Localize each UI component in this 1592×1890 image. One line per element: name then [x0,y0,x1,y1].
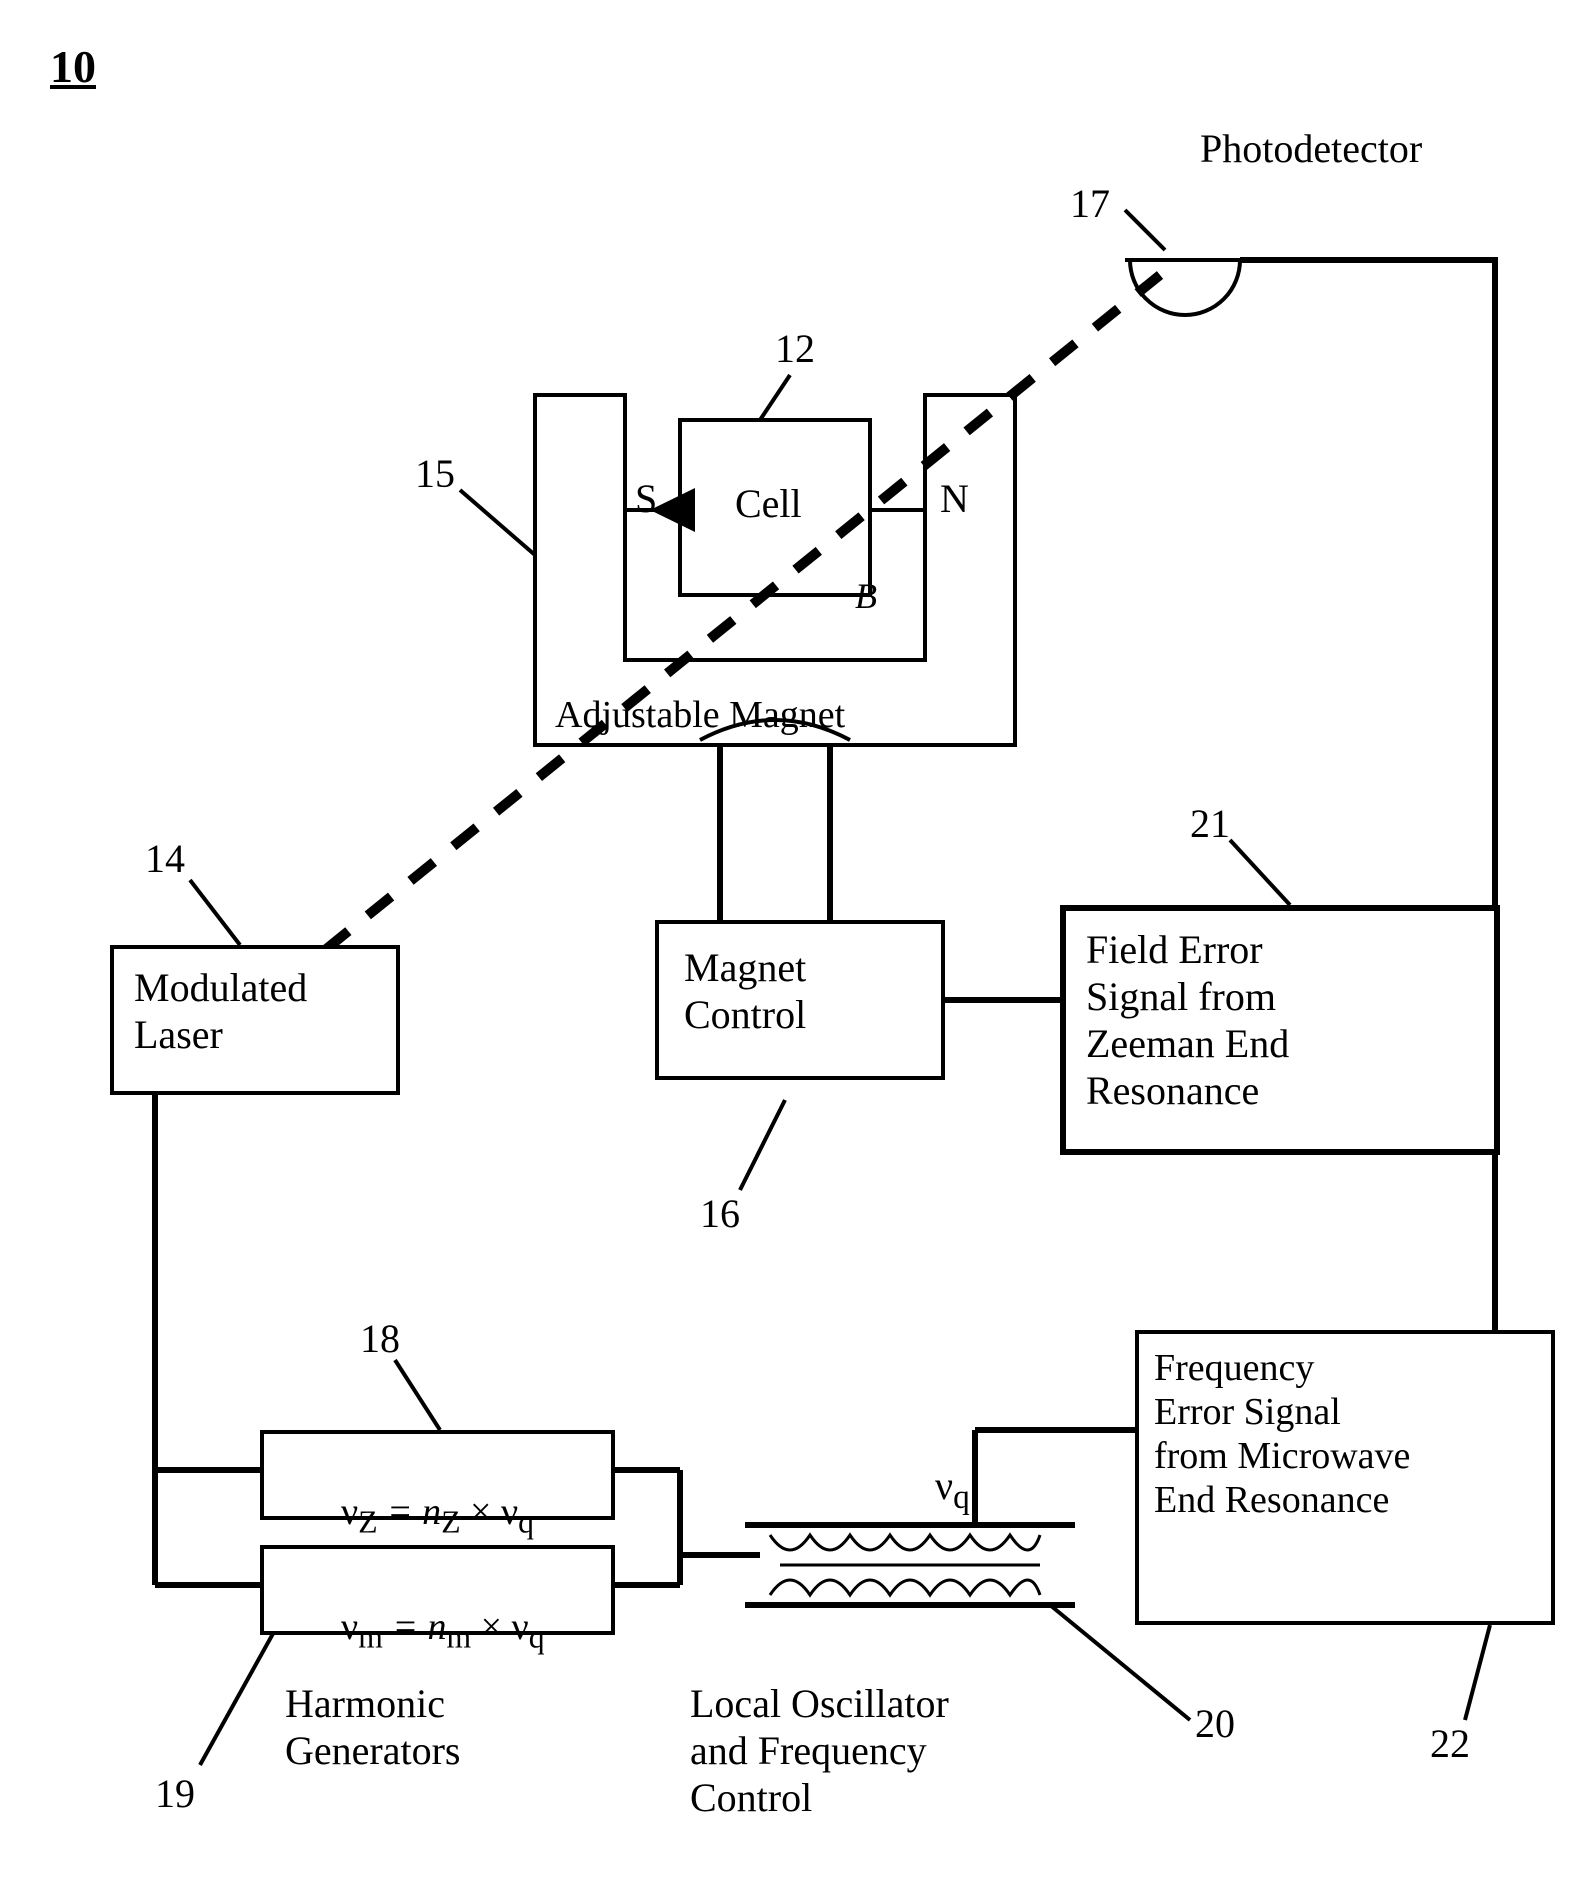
s-pole: S [635,475,657,522]
lead-19 [200,1630,275,1765]
b-label: B [855,575,877,617]
ref-17: 17 [1070,180,1110,227]
adjustable-magnet-label: Adjustable Magnet [555,693,845,737]
modulated-laser-box: Modulated Laser [110,945,400,1095]
lead-14 [190,880,240,945]
magnet-control-text: Magnet Control [684,944,806,1038]
ref-18: 18 [360,1315,400,1362]
ref-19: 19 [155,1770,195,1817]
ref-15: 15 [415,450,455,497]
harmonic-z-box: νZ = nZ × νq [260,1430,615,1520]
photodetector-to-fielderror [1240,260,1495,1000]
field-error-box: Field Error Signal from Zeeman End Reson… [1060,905,1500,1155]
ref-20: 20 [1195,1700,1235,1747]
ref-14: 14 [145,835,185,882]
n-pole: N [940,475,969,522]
lead-12 [760,375,790,420]
lead-22 [1465,1625,1490,1720]
harmonic-m-box: νm = nm × νq [260,1545,615,1635]
local-oscillator-label: Local Oscillator and Frequency Control [690,1680,949,1821]
lead-18 [395,1360,440,1430]
lead-17 [1125,210,1165,250]
field-error-text: Field Error Signal from Zeeman End Reson… [1086,926,1289,1114]
lead-15 [460,490,535,555]
ref-16: 16 [700,1190,740,1237]
harmonic-m-eq: νm = nm × νq [284,1561,545,1700]
harmonic-generators-label: Harmonic Generators [285,1680,460,1774]
diagram-canvas: 10 [0,0,1592,1890]
freq-error-text: Frequency Error Signal from Microwave En… [1154,1346,1410,1522]
lead-21 [1230,840,1290,905]
freq-error-box: Frequency Error Signal from Microwave En… [1135,1330,1555,1625]
ref-22: 22 [1430,1720,1470,1767]
lead-16 [740,1100,785,1190]
cell-label: Cell [735,480,802,527]
ref-21: 21 [1190,800,1230,847]
photodetector-label: Photodetector [1200,125,1422,172]
modulated-laser-text: Modulated Laser [134,964,307,1058]
nu-q-label: νq [895,1415,970,1564]
laser-beam [325,275,1160,950]
magnet-control-box: Magnet Control [655,920,945,1080]
ref-12: 12 [775,325,815,372]
